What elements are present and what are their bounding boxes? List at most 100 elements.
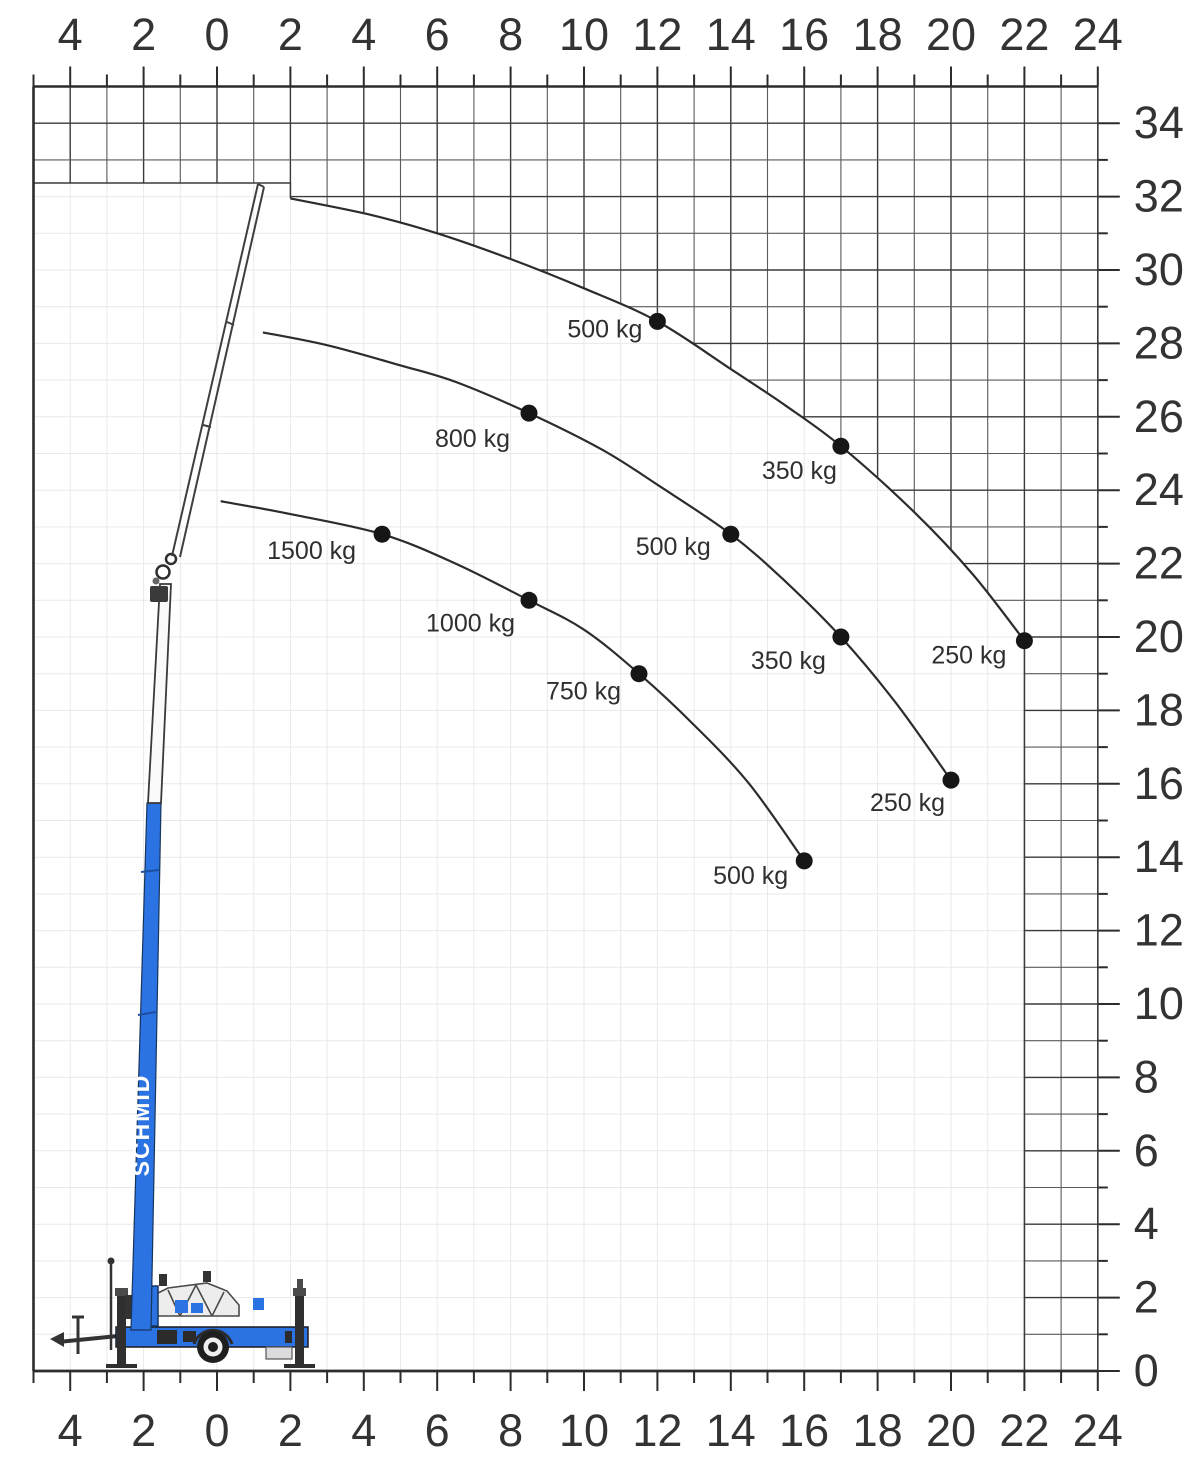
y-axis-right-label: 10 bbox=[1134, 978, 1184, 1029]
x-axis-top-label: 2 bbox=[278, 9, 303, 60]
y-axis-right-label: 12 bbox=[1134, 905, 1184, 956]
wheel-hub bbox=[208, 1342, 218, 1352]
x-axis-top-label: 24 bbox=[1073, 9, 1123, 60]
hatch-grid-outside-envelope bbox=[33, 86, 1098, 1371]
x-axis-bottom-label: 6 bbox=[425, 1405, 450, 1456]
y-axis-right-label: 8 bbox=[1134, 1051, 1159, 1102]
chassis-tray bbox=[265, 1346, 293, 1360]
chassis-box bbox=[285, 1331, 292, 1343]
axis-labels: 4422002244668810101212141416161818202022… bbox=[58, 9, 1184, 1456]
load-point-label: 750 kg bbox=[546, 678, 621, 706]
load-point-dot bbox=[942, 771, 960, 789]
load-point-dot bbox=[795, 852, 813, 870]
x-axis-top-label: 18 bbox=[853, 9, 903, 60]
load-point-label: 1000 kg bbox=[426, 609, 515, 637]
load-point-dot bbox=[648, 312, 666, 330]
x-axis-top-label: 12 bbox=[632, 9, 682, 60]
y-axis-right-label: 30 bbox=[1134, 244, 1184, 295]
truss-blue-box bbox=[191, 1303, 203, 1313]
load-point-label: 500 kg bbox=[567, 315, 642, 343]
load-point-dot bbox=[520, 591, 538, 609]
outrigger-left-top bbox=[115, 1288, 128, 1296]
outrigger-right bbox=[295, 1296, 304, 1364]
wheel-fender bbox=[192, 1328, 234, 1345]
crane-illustration: SCHMID bbox=[50, 183, 315, 1368]
truss-blue-box bbox=[175, 1300, 188, 1313]
truss-post bbox=[159, 1274, 167, 1286]
load-point-label: 250 kg bbox=[870, 789, 945, 817]
x-axis-top-label: 14 bbox=[706, 9, 756, 60]
y-axis-right-label: 22 bbox=[1134, 538, 1184, 589]
load-point-label: 500 kg bbox=[713, 862, 788, 890]
x-axis-top-label: 0 bbox=[204, 9, 229, 60]
load-point-label: 350 kg bbox=[762, 457, 837, 485]
outrigger-left bbox=[117, 1296, 126, 1364]
load-point-dot bbox=[722, 525, 740, 543]
x-axis-bottom-label: 0 bbox=[204, 1405, 229, 1456]
truss-blue-box bbox=[253, 1298, 264, 1310]
load-point-label: 1500 kg bbox=[267, 537, 356, 565]
x-axis-bottom-label: 16 bbox=[779, 1405, 829, 1456]
envelope-boundary bbox=[33, 182, 1026, 1371]
truss-post bbox=[203, 1271, 211, 1282]
y-axis-right-label: 32 bbox=[1134, 171, 1184, 222]
boom-segment-mark bbox=[202, 424, 212, 428]
x-axis-top-label: 20 bbox=[926, 9, 976, 60]
mast bbox=[130, 802, 162, 1331]
support-rod-knob bbox=[107, 1257, 115, 1265]
envelope-curve bbox=[290, 197, 1026, 642]
y-axis-right-label: 18 bbox=[1134, 684, 1184, 735]
x-axis-bottom-label: 10 bbox=[559, 1405, 609, 1456]
x-axis-top-label: 22 bbox=[999, 9, 1049, 60]
y-axis-right-label: 4 bbox=[1134, 1198, 1159, 1249]
y-axis-right-label: 24 bbox=[1134, 464, 1184, 515]
boom-joint-block bbox=[150, 586, 168, 602]
x-axis-bottom-label: 2 bbox=[131, 1405, 156, 1456]
mast-joint-line bbox=[137, 1011, 157, 1016]
boom-tip bbox=[257, 183, 265, 188]
x-axis-bottom-label: 22 bbox=[999, 1405, 1049, 1456]
x-axis-top-label: 2 bbox=[131, 9, 156, 60]
load-point-dot bbox=[1015, 632, 1033, 650]
y-axis-right-label: 20 bbox=[1134, 611, 1184, 662]
tow-hitch bbox=[50, 1332, 64, 1347]
load-point-dot bbox=[832, 437, 850, 455]
tow-bar bbox=[57, 1334, 119, 1344]
x-axis-bottom-label: 4 bbox=[58, 1405, 83, 1456]
boom-upper-left-edge bbox=[171, 183, 259, 557]
x-axis-bottom-label: 14 bbox=[706, 1405, 756, 1456]
load-point-label: 350 kg bbox=[751, 647, 826, 675]
mast-joint-line bbox=[140, 869, 160, 873]
load-point-labels: 500 kg 350 kg 250 kg 800 kg 500 kg 350 kg 250 … bbox=[267, 312, 1033, 890]
crane-brand-label: SCHMID bbox=[128, 1074, 154, 1177]
x-axis-bottom-label: 2 bbox=[278, 1405, 303, 1456]
faint-grid bbox=[33, 86, 1098, 1371]
x-axis-bottom-label: 20 bbox=[926, 1405, 976, 1456]
y-axis-right-label: 6 bbox=[1134, 1125, 1159, 1176]
outrigger-right-top bbox=[293, 1288, 306, 1296]
x-axis-top-label: 10 bbox=[559, 9, 609, 60]
load-point-dot bbox=[520, 404, 538, 422]
chassis-box bbox=[157, 1330, 177, 1344]
load-point-dot bbox=[630, 665, 648, 683]
load-point-label: 800 kg bbox=[435, 425, 510, 453]
y-axis-right-label: 26 bbox=[1134, 391, 1184, 442]
x-axis-bottom-label: 12 bbox=[632, 1405, 682, 1456]
x-axis-top-label: 8 bbox=[498, 9, 523, 60]
load-point-dot bbox=[373, 525, 391, 543]
boom-pulley bbox=[164, 552, 178, 566]
x-axis-top-label: 4 bbox=[58, 9, 83, 60]
y-axis-right-label: 0 bbox=[1134, 1345, 1159, 1396]
boom-pulley bbox=[152, 577, 160, 585]
plot-border bbox=[32, 85, 1099, 1373]
boom-pulley bbox=[155, 564, 171, 580]
x-axis-bottom-label: 4 bbox=[351, 1405, 376, 1456]
load-point-dot bbox=[832, 628, 850, 646]
chassis-box bbox=[183, 1331, 196, 1342]
boom-upper-right-edge bbox=[179, 186, 265, 558]
load-point-label: 500 kg bbox=[636, 533, 711, 561]
y-axis-right-label: 16 bbox=[1134, 758, 1184, 809]
x-axis-bottom-label: 8 bbox=[498, 1405, 523, 1456]
